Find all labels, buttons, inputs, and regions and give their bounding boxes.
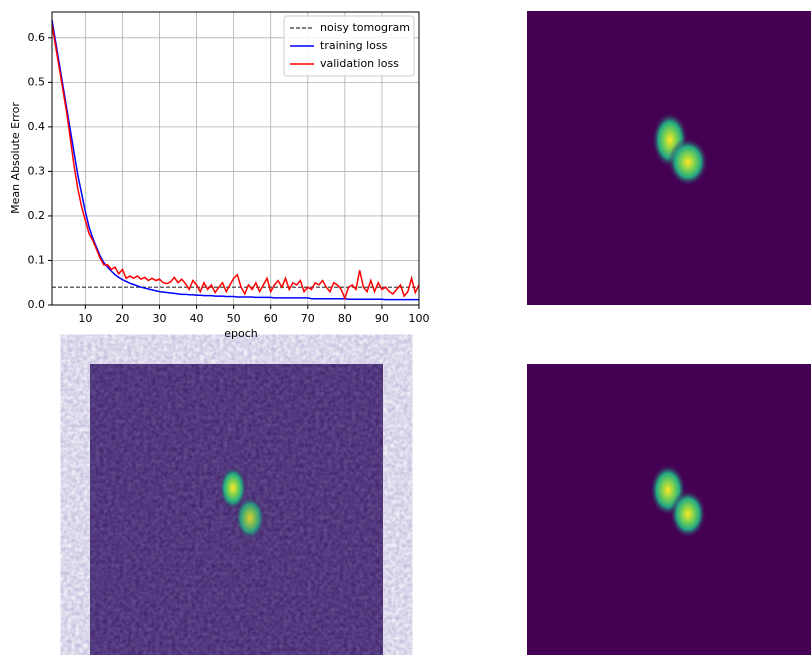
- x-tick-label: 100: [409, 312, 430, 325]
- legend-box: [283, 15, 415, 77]
- series-line: [51, 24, 420, 301]
- y-axis-label: Mean Absolute Error: [9, 102, 22, 214]
- legend-label: training loss: [320, 39, 388, 52]
- legend-label: noisy tomogram: [320, 21, 410, 34]
- x-tick-label: 80: [338, 312, 352, 325]
- x-tick-label: 20: [115, 312, 129, 325]
- y-tick-label: 0.4: [28, 120, 46, 133]
- y-tick-label: 0.6: [28, 31, 46, 44]
- image-bottom-left: [90, 364, 383, 655]
- x-tick-label: 60: [264, 312, 278, 325]
- legend-label: validation loss: [320, 57, 399, 70]
- image-top-right: [527, 11, 811, 305]
- x-tick-label: 50: [227, 312, 241, 325]
- x-tick-label: 40: [190, 312, 204, 325]
- series-line: [51, 19, 419, 301]
- x-tick-label: 90: [375, 312, 389, 325]
- plot-frame: [51, 11, 420, 306]
- x-tick-label: 10: [78, 312, 92, 325]
- x-tick-label: 30: [153, 312, 167, 325]
- y-tick-label: 0.5: [28, 75, 46, 88]
- x-axis-label: epoch: [224, 327, 258, 340]
- y-tick-label: 0.3: [28, 164, 46, 177]
- y-tick-label: 0.2: [28, 209, 46, 222]
- y-tick-label: 0.0: [28, 298, 46, 311]
- y-tick-label: 0.1: [28, 253, 46, 266]
- image-bottom-right: [527, 364, 811, 655]
- x-tick-label: 70: [301, 312, 315, 325]
